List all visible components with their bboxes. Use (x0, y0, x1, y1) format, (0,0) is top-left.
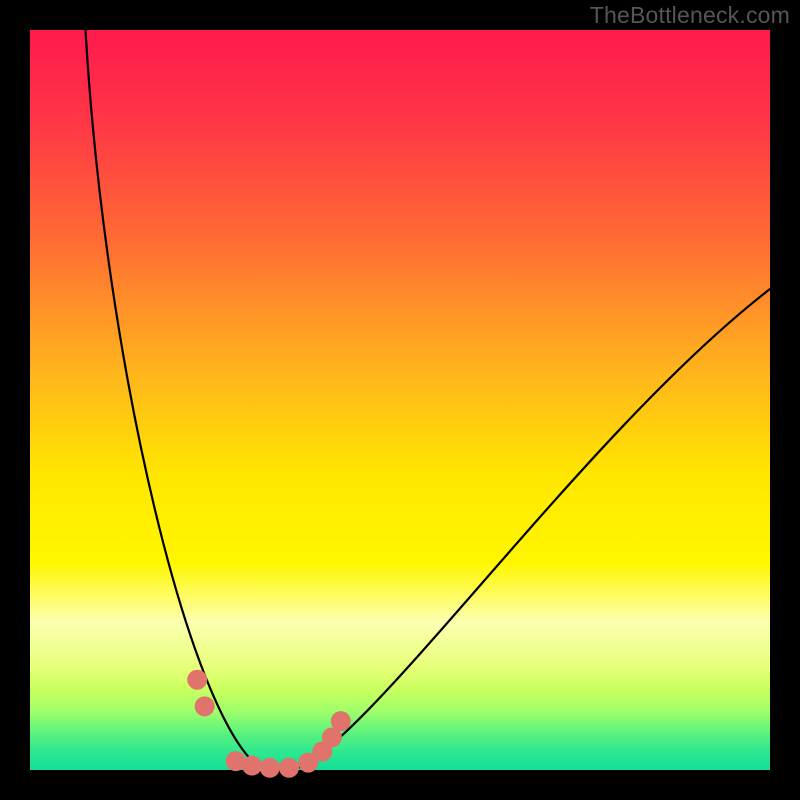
curve-marker (187, 670, 207, 690)
curve-marker (242, 756, 262, 776)
curve-marker (331, 711, 351, 731)
chart-stage: TheBottleneck.com (0, 0, 800, 800)
bottleneck-chart (0, 0, 800, 800)
curve-marker (195, 696, 215, 716)
curve-marker (260, 758, 280, 778)
chart-plot-area (30, 30, 770, 770)
curve-marker (279, 758, 299, 778)
